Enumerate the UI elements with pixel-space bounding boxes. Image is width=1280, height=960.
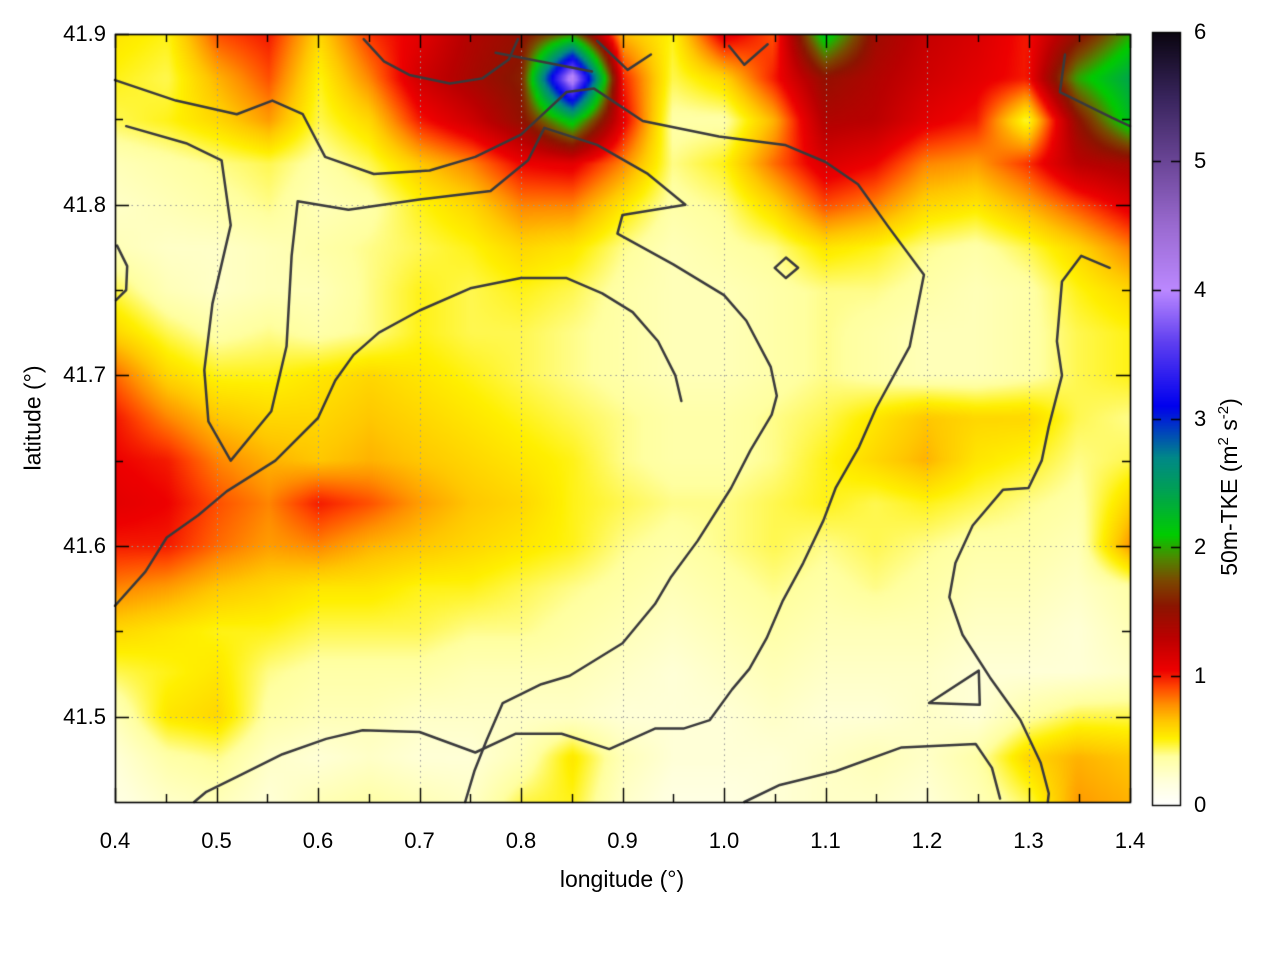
colorbar-tick-label: 5 [1194, 147, 1207, 173]
colorbar-tick-label: 0 [1194, 792, 1207, 817]
x-tick-label: 1.3 [1013, 828, 1044, 853]
x-tick-label: 0.6 [302, 828, 334, 853]
x-tick-label: 1.4 [1114, 828, 1146, 853]
colorbar-tick-label: 6 [1194, 19, 1207, 44]
colorbar-title-text: 50m-TKE (m [1215, 445, 1242, 576]
colorbar-title-sup2: 2 [1215, 437, 1233, 446]
colorbar-title-close: ) [1215, 398, 1242, 406]
x-tick-label: 0.8 [505, 828, 537, 853]
x-tick-label: 0.7 [404, 828, 435, 853]
x-tick-label: 1.1 [810, 828, 841, 853]
y-tick-label: 41.5 [63, 703, 106, 729]
colorbar-title-supneg2: -2 [1215, 405, 1233, 420]
x-tick-label: 1.0 [708, 828, 740, 853]
x-tick-label: 0.9 [607, 828, 638, 853]
y-axis-title: latitude (°) [19, 365, 46, 471]
y-tick-label: 41.9 [63, 21, 106, 46]
x-tick-label: 1.2 [911, 828, 943, 853]
x-tick-label: 0.5 [201, 828, 232, 853]
x-axis-title: longitude (°) [559, 866, 685, 892]
colorbar-title: 50m-TKE (m2 s-2) [1215, 398, 1243, 576]
colorbar-tick-label: 3 [1194, 405, 1207, 431]
y-tick-label: 41.8 [63, 191, 106, 217]
colorbar-tick-label: 1 [1194, 663, 1207, 689]
colorbar-title-mid: s [1215, 419, 1242, 438]
colorbar-tick-label: 4 [1194, 276, 1207, 302]
x-tick-label: 0.4 [99, 828, 131, 853]
y-tick-label: 41.6 [63, 533, 106, 558]
y-tick-label: 41.7 [63, 362, 106, 388]
colorbar-tick-label: 2 [1194, 534, 1207, 560]
